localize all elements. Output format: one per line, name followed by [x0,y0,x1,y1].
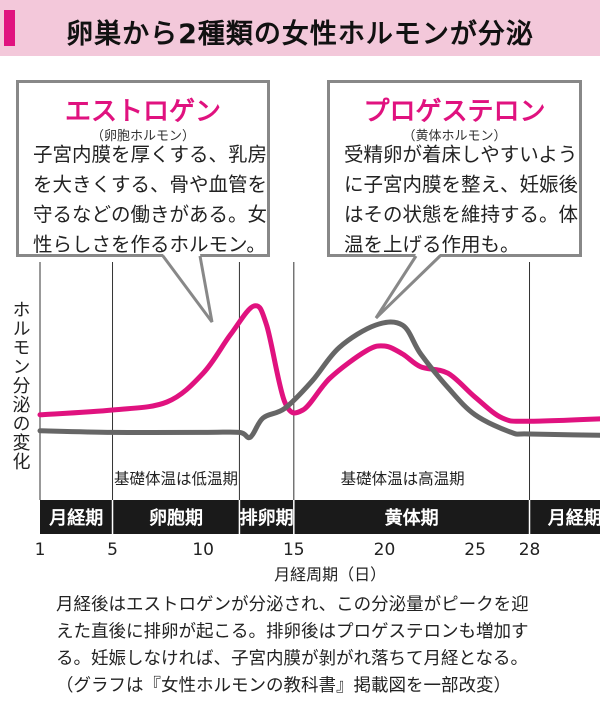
x-tick-label: 25 [464,540,486,560]
footer-line: 月経後はエストロゲンが分泌され、この分泌量がピークを迎 [56,595,529,615]
progesterone-name: プロゲステロン [363,97,546,127]
page-title: 卵巣から2種類の女性ホルモンが分泌 [66,19,534,50]
footer-caption: 月経後はエストロゲンが分泌され、この分泌量がピークを迎 えた直後に排卵が起こる。… [56,592,586,700]
estrogen-description: 子宮内膜を厚くする、乳房 を大きくする、骨や血管を 守るなどの働きがある。女 性… [33,140,267,260]
estrogen-callout: エストロゲン （卵胞ホルモン） 子宮内膜を厚くする、乳房 を大きくする、骨や血管… [16,80,270,257]
title-bar: 卵巣から2種類の女性ホルモンが分泌 [0,0,600,56]
footer-line: る。妊娠しなければ、子宮内膜が剝がれ落ちて月経となる。 [56,649,528,669]
temperature-label: 基礎体温は高温期 [341,470,465,488]
phase-label: 黄体期 [385,507,439,529]
estrogen-line: 子宮内膜を厚くする、乳房 [33,143,268,166]
progesterone-line: に子宮内膜を整え、妊娠後 [344,173,579,196]
y-axis-label: ホルモン分泌の変化 [10,300,31,471]
phase-bar [40,500,600,534]
series-line [37,303,600,424]
estrogen-subtitle: （卵胞ホルモン） [90,129,195,144]
progesterone-callout: プロゲステロン （黄体ホルモン） 受精卵が着床しやすいよう に子宮内膜を整え、妊… [327,80,582,257]
x-tick-label: 5 [107,540,118,560]
phase-label: 月経期 [48,507,103,529]
phase-label: 卵胞期 [149,507,203,529]
x-tick-label: 10 [192,540,214,560]
x-tick-label: 28 [519,540,541,560]
x-axis-label: 月経周期（日） [274,565,386,584]
x-tick-label: 20 [374,540,396,560]
footer-line: えた直後に排卵が起こる。排卵後はプロゲステロンも増加す [56,622,529,642]
estrogen-line: 守るなどの働きがある。女 [33,203,268,226]
series-line [37,319,600,441]
footer-line: （グラフは『女性ホルモンの教科書』掲載図を一部改変） [56,676,511,696]
temperature-label: 基礎体温は低温期 [114,470,238,488]
progesterone-line: 受精卵が着床しやすいよう [344,143,578,166]
estrogen-name: エストロゲン [64,97,221,127]
progesterone-subtitle: （黄体ホルモン） [402,129,507,144]
progesterone-description: 受精卵が着床しやすいよう に子宮内膜を整え、妊娠後 はその状態を維持する。体 温… [344,140,578,260]
phase-label: 排卵期 [240,507,294,529]
progesterone-line: 温を上げる作用も。 [344,233,520,256]
estrogen-line: を大きくする、骨や血管を [33,173,268,196]
phase-label: 月経期 [547,507,600,529]
progesterone-line: はその状態を維持する。体 [344,203,579,226]
x-tick-label: 15 [283,540,305,560]
title-accent-mark [4,10,15,46]
estrogen-line: 性らしさを作るホルモン。 [33,233,266,256]
x-tick-label: 1 [35,540,46,560]
